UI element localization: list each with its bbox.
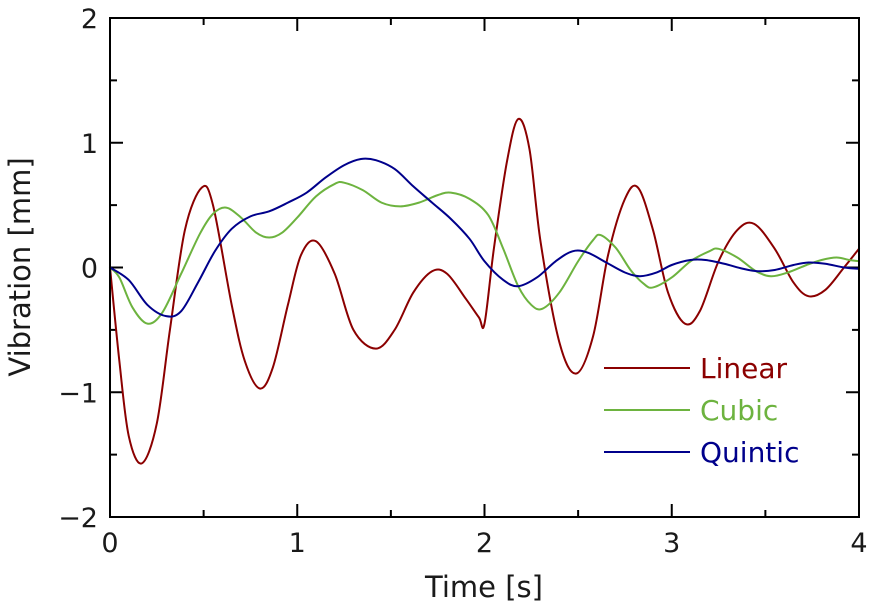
series-line-linear [109, 117, 860, 465]
y-tick-label: 0 [81, 254, 98, 285]
legend-label-quintic: Quintic [700, 436, 799, 469]
tick-labels: 0 1 2 3 4 −2 −1 0 1 2 [58, 4, 867, 559]
series-line-cubic [109, 181, 860, 325]
plot-frame [109, 17, 860, 518]
x-tick-label: 1 [289, 528, 306, 559]
y-tick-label: −2 [58, 503, 98, 534]
y-tick-label: 2 [81, 4, 98, 35]
series-lines [109, 117, 860, 465]
legend: Linear Cubic Quintic [604, 352, 799, 469]
x-axis-label: Time [s] [424, 570, 543, 604]
legend-label-linear: Linear [700, 352, 788, 385]
y-tick-label: 1 [81, 129, 98, 160]
x-tick-label: 3 [663, 528, 680, 559]
x-tick-label: 0 [101, 528, 118, 559]
x-tick-label: 2 [476, 528, 493, 559]
legend-label-cubic: Cubic [700, 394, 778, 427]
x-tick-label: 4 [850, 528, 867, 559]
y-tick-label: −1 [58, 378, 98, 409]
series-line-quintic [109, 157, 860, 318]
y-axis-label: Vibration [mm] [3, 157, 37, 376]
